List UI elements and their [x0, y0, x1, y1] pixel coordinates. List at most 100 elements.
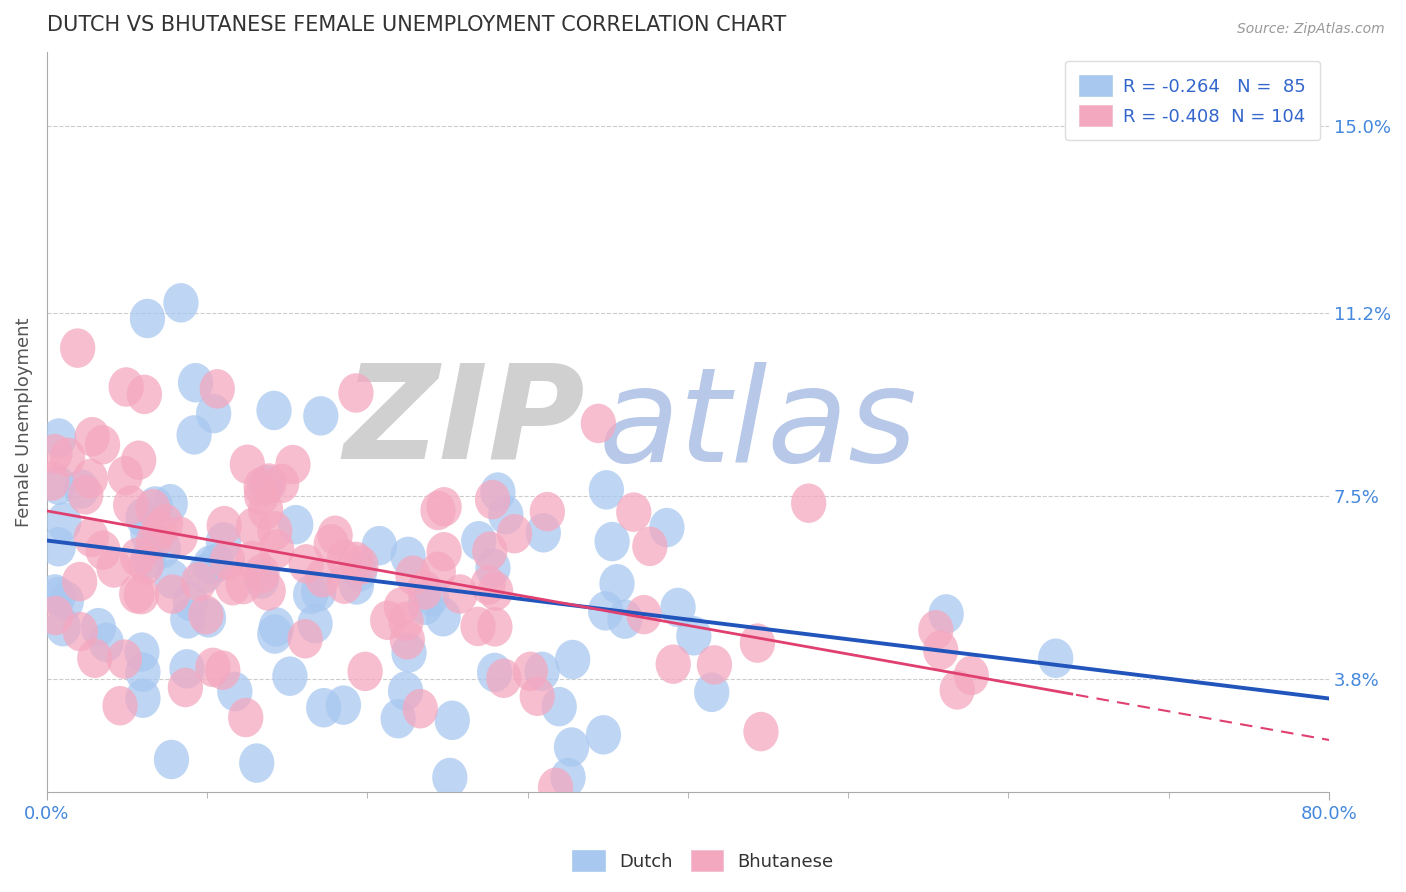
Legend: R = -0.264   N =  85, R = -0.408  N = 104: R = -0.264 N = 85, R = -0.408 N = 104 [1064, 61, 1320, 140]
Ellipse shape [607, 599, 643, 639]
Ellipse shape [697, 645, 733, 685]
Ellipse shape [292, 574, 329, 615]
Ellipse shape [581, 404, 616, 443]
Ellipse shape [188, 595, 224, 634]
Ellipse shape [136, 522, 172, 561]
Ellipse shape [235, 541, 270, 581]
Ellipse shape [243, 559, 278, 599]
Ellipse shape [209, 541, 245, 580]
Ellipse shape [740, 624, 775, 663]
Ellipse shape [103, 686, 138, 725]
Ellipse shape [141, 510, 176, 550]
Ellipse shape [481, 472, 516, 512]
Ellipse shape [744, 712, 779, 751]
Ellipse shape [420, 491, 456, 530]
Ellipse shape [124, 632, 159, 672]
Ellipse shape [200, 543, 235, 582]
Ellipse shape [41, 527, 76, 566]
Ellipse shape [108, 368, 143, 407]
Ellipse shape [127, 375, 162, 414]
Ellipse shape [298, 604, 333, 643]
Y-axis label: Female Unemployment: Female Unemployment [15, 318, 32, 527]
Ellipse shape [488, 495, 523, 534]
Ellipse shape [526, 513, 561, 552]
Ellipse shape [207, 506, 242, 545]
Ellipse shape [538, 768, 574, 807]
Ellipse shape [256, 391, 291, 430]
Ellipse shape [264, 464, 299, 503]
Ellipse shape [259, 529, 294, 569]
Text: atlas: atlas [598, 362, 917, 489]
Ellipse shape [381, 699, 416, 739]
Ellipse shape [478, 572, 513, 611]
Ellipse shape [953, 656, 988, 695]
Ellipse shape [586, 715, 621, 755]
Ellipse shape [426, 597, 461, 637]
Ellipse shape [413, 577, 449, 616]
Ellipse shape [928, 594, 963, 633]
Ellipse shape [131, 540, 166, 579]
Ellipse shape [555, 640, 591, 680]
Ellipse shape [616, 492, 651, 532]
Ellipse shape [339, 566, 374, 605]
Ellipse shape [288, 619, 323, 658]
Ellipse shape [792, 483, 827, 523]
Ellipse shape [173, 582, 208, 621]
Ellipse shape [339, 541, 374, 581]
Ellipse shape [73, 458, 108, 499]
Ellipse shape [434, 700, 470, 740]
Legend: Dutch, Bhutanese: Dutch, Bhutanese [565, 843, 841, 879]
Ellipse shape [426, 532, 461, 572]
Ellipse shape [443, 574, 478, 614]
Ellipse shape [520, 676, 555, 716]
Ellipse shape [155, 559, 190, 599]
Ellipse shape [676, 616, 711, 656]
Ellipse shape [195, 648, 231, 687]
Ellipse shape [138, 486, 173, 525]
Ellipse shape [153, 484, 188, 524]
Ellipse shape [167, 668, 202, 707]
Ellipse shape [550, 757, 586, 797]
Ellipse shape [388, 672, 423, 711]
Ellipse shape [41, 577, 76, 616]
Ellipse shape [146, 529, 181, 568]
Ellipse shape [486, 658, 522, 698]
Ellipse shape [339, 373, 374, 413]
Ellipse shape [97, 549, 132, 588]
Ellipse shape [496, 514, 531, 553]
Ellipse shape [650, 508, 685, 548]
Ellipse shape [77, 639, 112, 678]
Ellipse shape [84, 425, 120, 465]
Ellipse shape [432, 757, 467, 797]
Ellipse shape [541, 687, 576, 726]
Ellipse shape [924, 631, 959, 670]
Ellipse shape [513, 651, 548, 691]
Ellipse shape [655, 644, 690, 684]
Ellipse shape [257, 615, 292, 654]
Ellipse shape [80, 607, 117, 648]
Ellipse shape [243, 467, 278, 507]
Ellipse shape [1038, 639, 1073, 678]
Ellipse shape [475, 480, 510, 519]
Text: ZIP: ZIP [343, 359, 585, 485]
Ellipse shape [661, 588, 696, 627]
Ellipse shape [314, 524, 349, 564]
Ellipse shape [530, 491, 565, 532]
Ellipse shape [384, 587, 419, 626]
Ellipse shape [326, 540, 361, 579]
Ellipse shape [588, 591, 623, 631]
Ellipse shape [273, 657, 308, 696]
Ellipse shape [391, 537, 426, 576]
Ellipse shape [633, 526, 668, 566]
Ellipse shape [125, 652, 160, 692]
Ellipse shape [472, 532, 508, 571]
Ellipse shape [193, 545, 228, 585]
Ellipse shape [188, 554, 224, 593]
Ellipse shape [247, 491, 283, 530]
Ellipse shape [200, 369, 235, 409]
Ellipse shape [477, 607, 513, 647]
Ellipse shape [34, 461, 69, 500]
Ellipse shape [205, 650, 240, 690]
Ellipse shape [595, 522, 630, 561]
Ellipse shape [304, 396, 339, 435]
